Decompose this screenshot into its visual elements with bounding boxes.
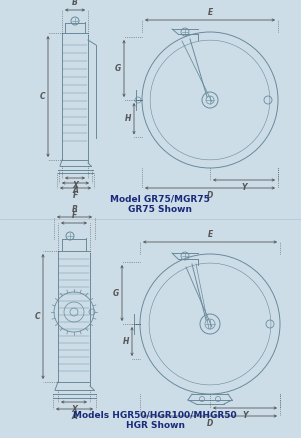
- Text: G: G: [115, 64, 121, 73]
- Text: B: B: [72, 205, 77, 214]
- Text: Y: Y: [241, 183, 247, 192]
- Text: F: F: [73, 191, 78, 200]
- Text: C: C: [39, 92, 45, 101]
- Text: A: A: [73, 186, 79, 195]
- Text: H: H: [123, 337, 129, 346]
- Text: Model GR75/MGR75: Model GR75/MGR75: [110, 195, 210, 204]
- Text: D: D: [207, 419, 213, 428]
- Text: Models HGR50/HGR100/MHGR50: Models HGR50/HGR100/MHGR50: [73, 411, 237, 420]
- Text: E: E: [207, 230, 213, 239]
- Text: C: C: [34, 312, 40, 321]
- Text: G: G: [113, 289, 119, 297]
- Text: H: H: [125, 114, 131, 123]
- Text: GR75 Shown: GR75 Shown: [128, 205, 192, 214]
- Text: Y: Y: [242, 411, 248, 420]
- Text: A: A: [72, 412, 77, 421]
- Text: D: D: [207, 191, 213, 200]
- Text: X: X: [72, 181, 78, 190]
- Text: X: X: [71, 405, 77, 414]
- Text: HGR Shown: HGR Shown: [126, 421, 185, 430]
- Text: E: E: [207, 8, 213, 17]
- Text: B: B: [72, 0, 78, 7]
- Text: F: F: [71, 211, 77, 220]
